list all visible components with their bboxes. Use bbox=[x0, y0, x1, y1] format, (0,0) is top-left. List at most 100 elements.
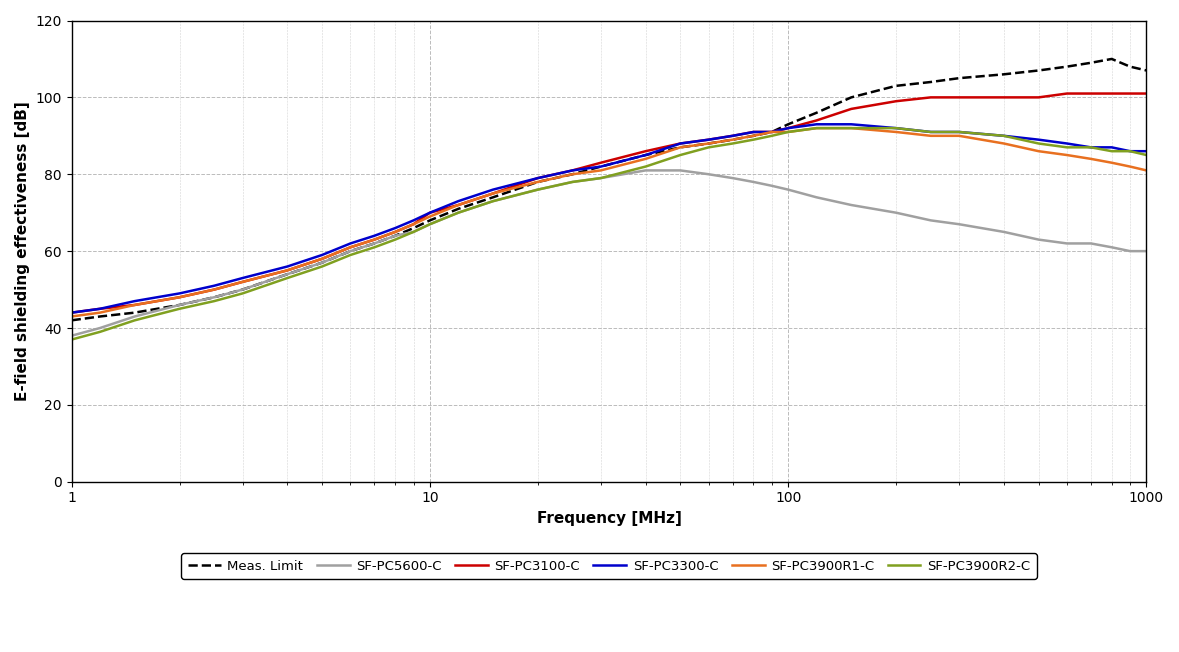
SF-PC5600-C bbox=[996, 228, 1010, 236]
SF-PC3100-C bbox=[531, 174, 545, 182]
SF-PC5600-C bbox=[923, 216, 937, 224]
Meas. Limit bbox=[1084, 59, 1098, 67]
SF-PC5600-C bbox=[594, 174, 608, 182]
SF-PC3900R2-C bbox=[810, 125, 824, 132]
SF-PC3900R2-C bbox=[407, 228, 421, 236]
SF-PC3900R1-C bbox=[673, 143, 687, 151]
SF-PC3900R1-C bbox=[315, 255, 329, 263]
SF-PC3900R2-C bbox=[725, 140, 739, 147]
SF-PC3300-C bbox=[923, 128, 937, 136]
SF-PC3900R1-C bbox=[281, 267, 295, 274]
Meas. Limit bbox=[208, 293, 222, 301]
SF-PC5600-C bbox=[315, 259, 329, 267]
SF-PC3100-C bbox=[1084, 89, 1098, 97]
SF-PC3100-C bbox=[566, 166, 580, 174]
SF-PC3100-C bbox=[208, 286, 222, 293]
SF-PC3100-C bbox=[594, 159, 608, 167]
SF-PC3900R2-C bbox=[1060, 143, 1074, 151]
SF-PC3100-C bbox=[388, 228, 402, 236]
SF-PC5600-C bbox=[1139, 247, 1153, 255]
SF-PC3300-C bbox=[388, 224, 402, 232]
SF-PC3900R1-C bbox=[93, 308, 107, 316]
SF-PC3900R1-C bbox=[423, 213, 437, 220]
SF-PC3300-C bbox=[452, 198, 466, 205]
SF-PC3900R1-C bbox=[127, 301, 141, 309]
SF-PC3300-C bbox=[407, 216, 421, 224]
SF-PC3900R2-C bbox=[531, 186, 545, 194]
SF-PC5600-C bbox=[810, 194, 824, 201]
SF-PC5600-C bbox=[486, 198, 500, 205]
SF-PC5600-C bbox=[65, 332, 79, 340]
SF-PC3100-C bbox=[810, 117, 824, 125]
Meas. Limit bbox=[566, 170, 580, 178]
SF-PC3900R1-C bbox=[486, 190, 500, 198]
SF-PC3900R2-C bbox=[343, 251, 357, 259]
SF-PC3900R2-C bbox=[1139, 151, 1153, 159]
SF-PC3900R1-C bbox=[639, 155, 653, 163]
Meas. Limit bbox=[236, 286, 250, 293]
SF-PC3900R1-C bbox=[566, 170, 580, 178]
SF-PC3900R1-C bbox=[531, 178, 545, 186]
SF-PC3100-C bbox=[281, 267, 295, 274]
SF-PC3900R1-C bbox=[388, 228, 402, 236]
SF-PC3900R2-C bbox=[996, 132, 1010, 140]
SF-PC3900R2-C bbox=[702, 143, 716, 151]
SF-PC3300-C bbox=[765, 128, 779, 136]
SF-PC3300-C bbox=[93, 305, 107, 313]
SF-PC5600-C bbox=[1122, 247, 1137, 255]
SF-PC5600-C bbox=[236, 286, 250, 293]
SF-PC3900R2-C bbox=[566, 178, 580, 186]
SF-PC5600-C bbox=[172, 301, 186, 309]
SF-PC3900R1-C bbox=[844, 125, 858, 132]
SF-PC5600-C bbox=[765, 182, 779, 190]
SF-PC3900R1-C bbox=[343, 243, 357, 251]
SF-PC3900R1-C bbox=[951, 132, 966, 140]
SF-PC5600-C bbox=[208, 293, 222, 301]
SF-PC3900R2-C bbox=[368, 243, 382, 251]
SF-PC3100-C bbox=[65, 308, 79, 316]
SF-PC3900R1-C bbox=[1084, 155, 1098, 163]
Meas. Limit bbox=[765, 128, 779, 136]
Line: SF-PC3100-C: SF-PC3100-C bbox=[72, 93, 1146, 312]
SF-PC3900R2-C bbox=[236, 289, 250, 297]
SF-PC3100-C bbox=[127, 301, 141, 309]
SF-PC3900R1-C bbox=[1139, 166, 1153, 174]
SF-PC3300-C bbox=[702, 136, 716, 143]
SF-PC3900R2-C bbox=[452, 209, 466, 216]
SF-PC5600-C bbox=[639, 166, 653, 174]
SF-PC3900R2-C bbox=[1032, 140, 1046, 147]
SF-PC3100-C bbox=[486, 190, 500, 198]
SF-PC3100-C bbox=[746, 128, 760, 136]
Meas. Limit bbox=[315, 259, 329, 267]
Meas. Limit bbox=[1032, 67, 1046, 74]
SF-PC3100-C bbox=[452, 201, 466, 209]
SF-PC3900R2-C bbox=[639, 162, 653, 170]
Meas. Limit bbox=[486, 194, 500, 201]
Meas. Limit bbox=[531, 178, 545, 186]
SF-PC3300-C bbox=[343, 239, 357, 247]
Y-axis label: E-field shielding effectiveness [dB]: E-field shielding effectiveness [dB] bbox=[15, 101, 29, 401]
SF-PC3300-C bbox=[1105, 143, 1119, 151]
Line: SF-PC3900R2-C: SF-PC3900R2-C bbox=[72, 128, 1146, 340]
SF-PC3300-C bbox=[208, 282, 222, 289]
SF-PC3300-C bbox=[423, 209, 437, 216]
Line: SF-PC3300-C: SF-PC3300-C bbox=[72, 125, 1146, 312]
SF-PC3900R2-C bbox=[594, 174, 608, 182]
Meas. Limit bbox=[281, 271, 295, 278]
SF-PC5600-C bbox=[93, 324, 107, 332]
Meas. Limit bbox=[782, 121, 796, 128]
SF-PC3900R1-C bbox=[923, 132, 937, 140]
SF-PC5600-C bbox=[566, 178, 580, 186]
SF-PC3900R1-C bbox=[208, 286, 222, 293]
SF-PC3100-C bbox=[951, 93, 966, 101]
SF-PC3900R1-C bbox=[172, 293, 186, 301]
SF-PC3900R2-C bbox=[1122, 147, 1137, 155]
X-axis label: Frequency [MHz]: Frequency [MHz] bbox=[536, 511, 681, 526]
SF-PC3900R2-C bbox=[782, 128, 796, 136]
SF-PC3100-C bbox=[1139, 89, 1153, 97]
SF-PC3900R2-C bbox=[65, 336, 79, 344]
Line: Meas. Limit: Meas. Limit bbox=[72, 59, 1146, 320]
SF-PC3300-C bbox=[673, 140, 687, 147]
SF-PC3900R1-C bbox=[1105, 159, 1119, 167]
SF-PC3300-C bbox=[951, 128, 966, 136]
